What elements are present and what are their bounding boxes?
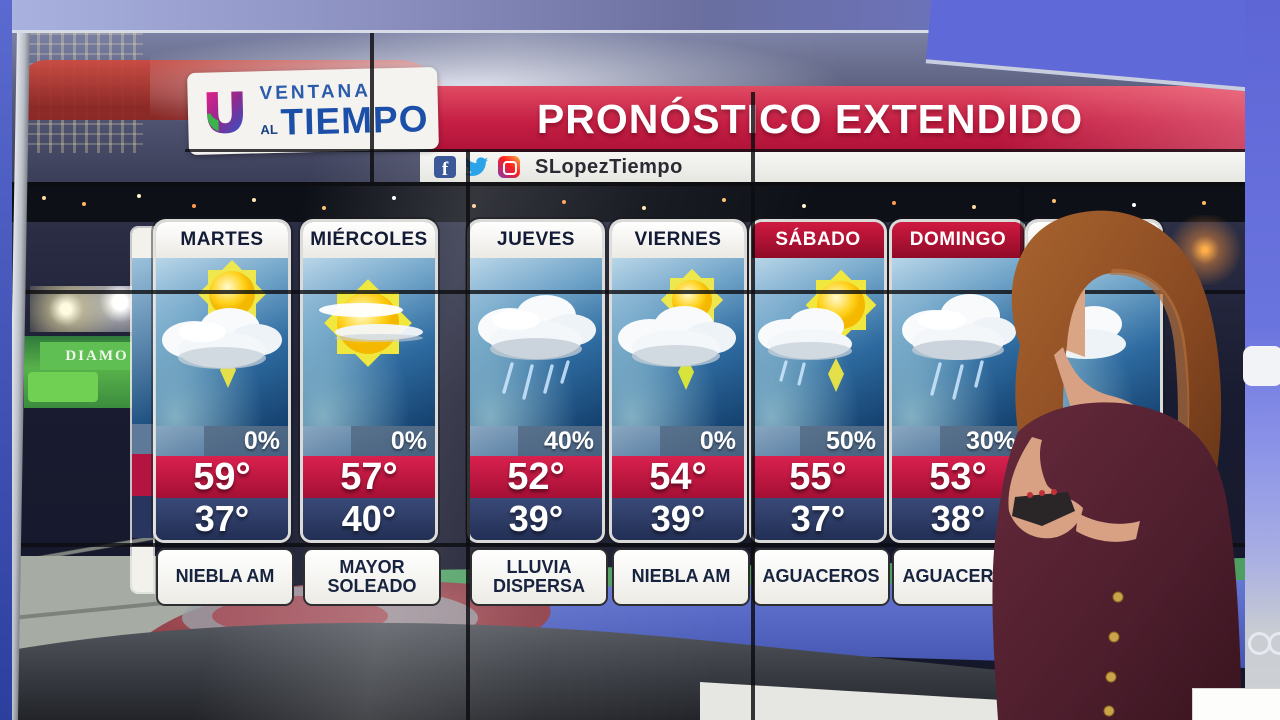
wall-seam-vertical <box>466 150 470 720</box>
day-label: JUEVES <box>497 229 575 250</box>
wall-seam-horizontal <box>12 182 1245 186</box>
partly-cloudy-icon <box>156 258 288 426</box>
condition-label: NIEBLA AM <box>612 548 750 606</box>
high-temp: 57° <box>303 456 435 498</box>
social-bar: f SLopezTiempo <box>420 152 1259 182</box>
low-temp: 37° <box>156 498 288 540</box>
rain-icon <box>470 258 602 426</box>
floor-platform-edge <box>0 622 1245 720</box>
day-header: MIÉRCOLES <box>303 222 435 258</box>
precip-chance: 50% <box>799 426 884 456</box>
facebook-icon: f <box>434 156 456 179</box>
dress-button <box>1112 591 1124 603</box>
condition-label: AGUACEROS <box>752 548 890 606</box>
precip-row: 30% <box>892 426 1024 456</box>
high-temp: 52° <box>470 456 602 498</box>
precip-row: 0% <box>303 426 435 456</box>
city-lights <box>42 196 46 200</box>
sun-showers-icon <box>752 258 884 426</box>
precip-row: 0% <box>612 426 744 456</box>
forecast-card: MIÉRCOLES 0% 57° 40° <box>303 222 435 540</box>
precip-chance: 0% <box>659 426 744 456</box>
day-header: DOMINGO <box>892 222 1024 258</box>
wall-ring-logo <box>1268 632 1280 655</box>
partly-cloudy-icon <box>612 258 744 426</box>
wall-seam-horizontal <box>12 290 1245 294</box>
forecast-card: JUEVES 40% 52° 39° <box>470 222 602 540</box>
low-temp: 37° <box>752 498 884 540</box>
wall-seam-horizontal <box>185 149 1245 152</box>
wall-logo-fragment <box>1243 346 1280 386</box>
rain-icon <box>892 258 1024 426</box>
high-temp: 54° <box>612 456 744 498</box>
dress-button <box>1105 671 1117 683</box>
day-header: SÁBADO <box>752 222 884 258</box>
day-label: MARTES <box>180 229 264 250</box>
condition-label: MAYOR SOLEADO <box>303 548 441 606</box>
dress-button <box>1108 631 1120 643</box>
studio-corner-wall <box>925 0 1280 97</box>
condition-label: NIEBLA AM <box>156 548 294 606</box>
show-title-al: AL <box>260 121 278 137</box>
low-temp: 40° <box>303 498 435 540</box>
day-label: SÁBADO <box>775 229 861 250</box>
high-temp: 53° <box>892 456 1024 498</box>
forecast-card: SÁBADO 50% 55° 37° <box>752 222 884 540</box>
studio-left-wall <box>0 0 12 720</box>
precip-chance: 40% <box>517 426 602 456</box>
day-header: JUEVES <box>470 222 602 258</box>
day-label: MIÉRCOLES <box>310 229 428 250</box>
mostly-sunny-icon <box>303 258 435 426</box>
wall-seam-vertical <box>370 30 374 182</box>
forecast-card: MARTES 0% 59° 37° <box>156 222 288 540</box>
instagram-icon <box>498 156 520 178</box>
weather-presenter <box>992 210 1242 720</box>
forecast-card-cutoff-left <box>132 228 153 592</box>
building-sign-text: DIAMO <box>65 347 129 364</box>
low-temp: 38° <box>892 498 1024 540</box>
corner-graphic-box <box>1192 688 1280 720</box>
show-logo-plate: VENTANA AL TIEMPO <box>187 66 439 156</box>
city-night-band <box>12 182 1245 222</box>
precip-row: 50% <box>752 426 884 456</box>
precip-row: 40% <box>470 426 602 456</box>
day-label: DOMINGO <box>909 229 1007 250</box>
show-title: VENTANA AL TIEMPO <box>259 80 429 143</box>
forecast-card: DOMINGO 30% 53° 38° <box>892 222 1024 540</box>
wall-seam-horizontal <box>12 543 1245 547</box>
high-temp: 59° <box>156 456 288 498</box>
precip-row: 0% <box>156 426 288 456</box>
day-label: VIERNES <box>634 229 722 250</box>
forecast-card: VIERNES 0% 54° 39° <box>612 222 744 540</box>
precip-chance: 30% <box>939 426 1024 456</box>
condition-label: LLUVIA DISPERSA <box>470 548 608 606</box>
high-temp: 55° <box>752 456 884 498</box>
wall-seam-vertical <box>751 92 755 720</box>
presenter-dress <box>992 402 1242 720</box>
segment-banner: PRONÓSTICO EXTENDIDO <box>420 86 1245 152</box>
low-temp: 39° <box>612 498 744 540</box>
day-header: VIERNES <box>612 222 744 258</box>
dress-button <box>1103 705 1115 717</box>
univision-logo-icon <box>206 91 244 134</box>
low-temp: 39° <box>470 498 602 540</box>
segment-title: PRONÓSTICO EXTENDIDO <box>536 96 1084 142</box>
precip-chance: 0% <box>203 426 288 456</box>
precip-chance: 0% <box>350 426 435 456</box>
twitter-icon <box>465 157 488 176</box>
day-header: MARTES <box>156 222 288 258</box>
green-truck <box>28 372 98 402</box>
show-title-main: TIEMPO <box>280 97 429 143</box>
presenter-clicker <box>1012 492 1075 526</box>
social-handle: SLopezTiempo <box>535 155 683 178</box>
